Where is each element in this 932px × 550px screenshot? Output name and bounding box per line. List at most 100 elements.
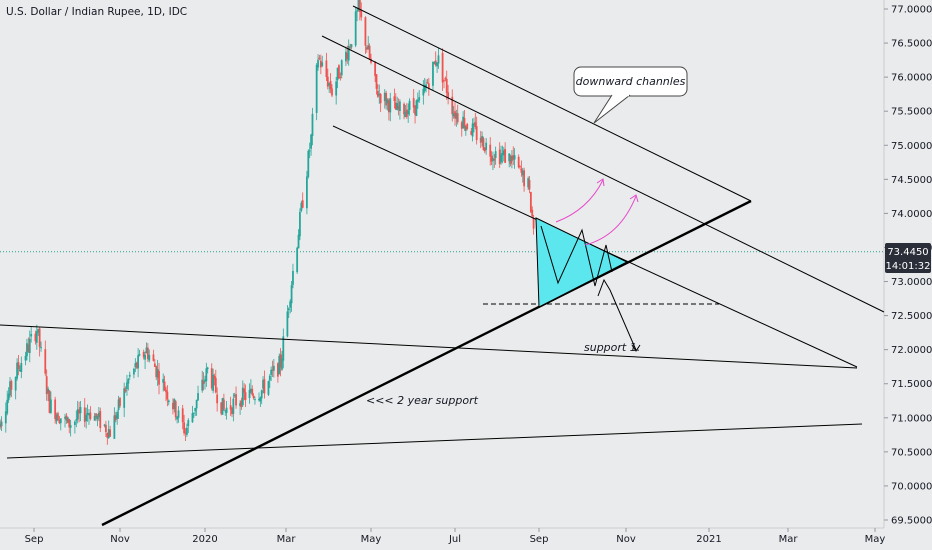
channels-callout-box[interactable]: [573, 66, 688, 97]
candle-down: [17, 362, 20, 370]
candle-down: [385, 92, 388, 106]
candle-up: [93, 415, 96, 421]
candle-down: [444, 77, 447, 80]
candle-down: [370, 58, 372, 63]
candle-up: [297, 234, 300, 249]
candle-down: [99, 410, 102, 429]
candle-down: [393, 96, 396, 102]
candle-up: [354, 11, 357, 46]
candle-up: [59, 418, 62, 424]
candle-up: [75, 419, 78, 421]
candle-up: [185, 427, 188, 435]
candle-up: [79, 407, 82, 414]
candle-up: [356, 10, 358, 12]
candle-up: [258, 398, 260, 401]
candle-up: [260, 390, 263, 399]
candle-up: [259, 397, 262, 402]
candle-up: [268, 375, 271, 381]
candle-up: [452, 113, 455, 117]
candle-down: [158, 370, 160, 385]
time-axis[interactable]: Sep Nov 2020 Mar May Jul Sep Nov 2021 Mar May: [25, 528, 886, 545]
candle-up: [436, 62, 438, 67]
candle-down: [466, 123, 469, 129]
candle-up: [187, 420, 190, 427]
candle-down: [338, 65, 340, 79]
price-tick-label: 73.0000: [891, 277, 932, 288]
candle-up: [437, 55, 440, 64]
candle-down: [460, 122, 463, 129]
time-tick-label: 2021: [696, 534, 721, 545]
candle-down: [251, 388, 254, 395]
candle-up: [248, 389, 251, 399]
candle-up: [144, 354, 146, 360]
candle-down: [146, 347, 149, 360]
long-range-lower-line[interactable]: [6, 423, 863, 459]
candle-down: [379, 94, 382, 104]
candle-down: [44, 349, 47, 374]
candle-down: [414, 105, 416, 115]
candle-down: [326, 76, 329, 87]
last-price-tag[interactable]: 73.4450 14:01:32: [885, 243, 931, 273]
candle-up: [336, 67, 339, 81]
candle-down: [244, 392, 247, 400]
candle-down: [528, 180, 531, 190]
breakout-arrow-1: [555, 179, 604, 223]
candle-up: [521, 170, 524, 176]
candle-down: [65, 415, 68, 421]
candle-down: [165, 389, 167, 393]
candle-up: [116, 412, 119, 419]
triangle-pattern[interactable]: [535, 217, 629, 308]
candle-down: [520, 168, 523, 173]
candle-up: [389, 98, 392, 113]
candle-down: [374, 61, 377, 77]
candle-down: [325, 60, 328, 78]
candle-up: [233, 395, 236, 397]
candle-down: [109, 429, 112, 437]
candle-down: [346, 52, 349, 60]
candle-down: [202, 380, 205, 384]
time-tick-label: Sep: [25, 534, 44, 545]
candle-up: [270, 369, 273, 375]
candle-up: [278, 356, 281, 375]
candle-up: [357, 0, 360, 11]
candle-up: [145, 347, 148, 354]
candle-up: [418, 97, 421, 101]
two-year-support-line[interactable]: [101, 199, 752, 527]
breakout-arrow-2: [584, 195, 637, 246]
candle-down: [529, 192, 532, 213]
long-range-upper-line[interactable]: [0, 324, 858, 369]
candle-down: [277, 363, 279, 377]
candle-down: [119, 397, 121, 406]
drawings[interactable]: downward channles support 1. <<< 2 year …: [0, 5, 885, 527]
triangle-zigzag: [540, 225, 613, 287]
candle-up: [221, 398, 224, 415]
price-tick-label: 70.5000: [891, 447, 932, 458]
candle-down: [523, 170, 525, 187]
time-tick-label: Nov: [616, 534, 636, 545]
candle-up: [20, 363, 23, 373]
outer-channel-top-line[interactable]: [352, 5, 752, 202]
candle-up: [407, 110, 410, 115]
candle-down: [454, 111, 456, 119]
candle-up: [502, 150, 505, 156]
price-tick-label: 76.5000: [891, 39, 932, 50]
candle-down: [412, 98, 415, 108]
candle-down: [229, 405, 232, 410]
candle-up: [306, 176, 308, 209]
time-tick-label: Mar: [779, 534, 799, 545]
candle-up: [232, 398, 235, 414]
candle-down: [364, 17, 367, 46]
candle-up: [138, 354, 141, 356]
candle-up: [50, 399, 52, 413]
candle-down: [319, 60, 322, 68]
candle-up: [86, 412, 89, 415]
candle-up: [6, 399, 9, 414]
middle-channel-line[interactable]: [321, 35, 885, 313]
candle-up: [73, 421, 76, 425]
candle-up: [310, 134, 312, 149]
candle-up: [30, 334, 33, 337]
candle-up: [404, 111, 407, 118]
candle-up: [481, 136, 483, 142]
candle-up: [241, 387, 244, 406]
